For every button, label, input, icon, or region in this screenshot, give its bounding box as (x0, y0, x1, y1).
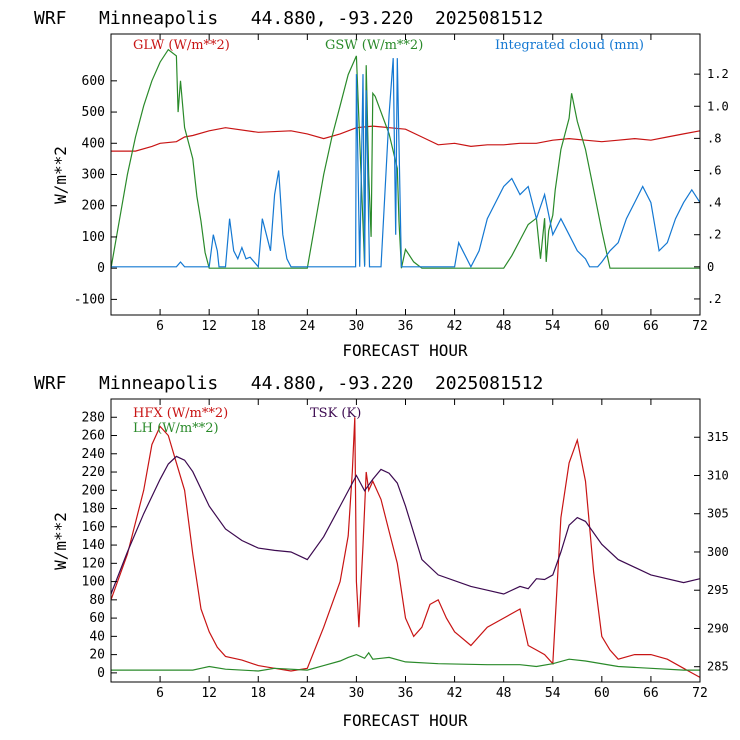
x-tick-label: 42 (447, 319, 463, 334)
plot-area-series (110, 417, 701, 678)
x-tick-label: 60 (594, 319, 610, 334)
axis-ticks: 6 12 18 24 30 36 42 48 54 60 66 72 -100 0 100 200 300 400… (74, 34, 729, 334)
series-line-glw (111, 125, 701, 152)
y2-tick-label: .2 (707, 292, 721, 306)
y2-tick-label: 300 (707, 545, 729, 559)
x-tick-label: 6 (156, 319, 164, 334)
y2-tick-label: 305 (707, 507, 729, 521)
y2-tick-label: 1.0 (707, 99, 729, 113)
plot-area-series (110, 48, 701, 269)
x-tick-label: 60 (594, 686, 610, 701)
plot-frame (110, 398, 701, 683)
y-tick-label: 500 (82, 105, 105, 120)
legend-tsk: TSK (K) (310, 406, 361, 421)
x-axis-label: FORECAST HOUR (342, 341, 468, 360)
x-tick-label: 36 (398, 319, 414, 334)
series-line-integrated (111, 58, 701, 269)
x-tick-label: 12 (201, 319, 217, 334)
y2-tick-label: 295 (707, 583, 729, 597)
panel-title: WRF Minneapolis 44.880, -93.220 20250815… (34, 8, 543, 29)
legend-cloud: Integrated cloud (mm) (495, 38, 644, 53)
x-tick-label: 24 (300, 686, 316, 701)
series-line-hfx (110, 417, 701, 678)
y2-tick-label: 310 (707, 468, 729, 482)
y-tick-label: 80 (89, 593, 105, 608)
y2-tick-label: 1.2 (707, 67, 729, 81)
series-line-lh (111, 651, 700, 672)
x-tick-label: 66 (643, 686, 659, 701)
legend-hfx: HFX (W/m**2) (133, 406, 228, 421)
x-tick-label: 18 (250, 686, 266, 701)
y-tick-label: 180 (82, 502, 105, 517)
panel-title: WRF Minneapolis 44.880, -93.220 20250815… (34, 373, 543, 394)
y-tick-label: 0 (97, 666, 105, 681)
panel-fluxes: WRF Minneapolis 44.880, -93.220 20250815… (34, 373, 729, 730)
panel-radiation: WRF Minneapolis 44.880, -93.220 20250815… (34, 8, 729, 360)
y-tick-label: 100 (82, 230, 105, 245)
y-tick-label: 200 (82, 483, 105, 498)
y-tick-label: -100 (74, 292, 105, 307)
y-tick-label: 0 (97, 261, 105, 276)
y-tick-label: 100 (82, 575, 105, 590)
x-tick-label: 42 (447, 686, 463, 701)
y-tick-label: 140 (82, 538, 105, 553)
y-tick-label: 40 (89, 629, 105, 644)
y2-tick-label: .8 (707, 131, 721, 145)
x-tick-label: 48 (496, 686, 512, 701)
y2-tick-label: 285 (707, 660, 729, 674)
y-tick-label: 600 (82, 74, 105, 89)
x-tick-label: 54 (545, 319, 561, 334)
x-tick-label: 72 (692, 319, 708, 334)
y-tick-label: 160 (82, 520, 105, 535)
y2-tick-label: .4 (707, 196, 721, 210)
x-tick-label: 66 (643, 319, 659, 334)
x-tick-label: 54 (545, 686, 561, 701)
x-tick-label: 6 (156, 686, 164, 701)
legend-lh: LH (W/m**2) (133, 421, 219, 436)
x-tick-label: 30 (349, 686, 365, 701)
y-tick-label: 240 (82, 447, 105, 462)
y-tick-label: 400 (82, 136, 105, 151)
x-tick-label: 36 (398, 686, 414, 701)
y2-tick-label: .2 (707, 228, 721, 242)
y2-tick-label: 315 (707, 430, 729, 444)
series-line-tsk (110, 455, 701, 595)
y-axis-label: W/m**2 (51, 512, 70, 570)
y-tick-label: 20 (89, 648, 105, 663)
series-line-gsw (110, 48, 700, 269)
y2-tick-label: 290 (707, 621, 729, 635)
y-tick-label: 220 (82, 465, 105, 480)
y-tick-label: 280 (82, 410, 105, 425)
legend-gsw: GSW (W/m**2) (325, 38, 423, 53)
y2-tick-label: .6 (707, 163, 721, 177)
axis-ticks: 6 12 18 24 30 36 42 48 54 60 66 72 0 20 40 60 80 100 120 14… (82, 399, 729, 701)
y2-tick-label: 0 (707, 260, 714, 274)
x-tick-label: 24 (300, 319, 316, 334)
plot-frame (110, 33, 701, 316)
x-axis-label: FORECAST HOUR (342, 711, 468, 730)
x-tick-label: 12 (201, 686, 217, 701)
x-tick-label: 72 (692, 686, 708, 701)
y-tick-label: 120 (82, 556, 105, 571)
y-tick-label: 200 (82, 199, 105, 214)
x-tick-label: 30 (349, 319, 365, 334)
x-tick-label: 18 (250, 319, 266, 334)
y-tick-label: 300 (82, 168, 105, 183)
y-tick-label: 60 (89, 611, 105, 626)
x-tick-label: 48 (496, 319, 512, 334)
legend-glw: GLW (W/m**2) (133, 38, 230, 53)
y-axis-label: W/m**2 (51, 146, 70, 204)
y-tick-label: 260 (82, 429, 105, 444)
